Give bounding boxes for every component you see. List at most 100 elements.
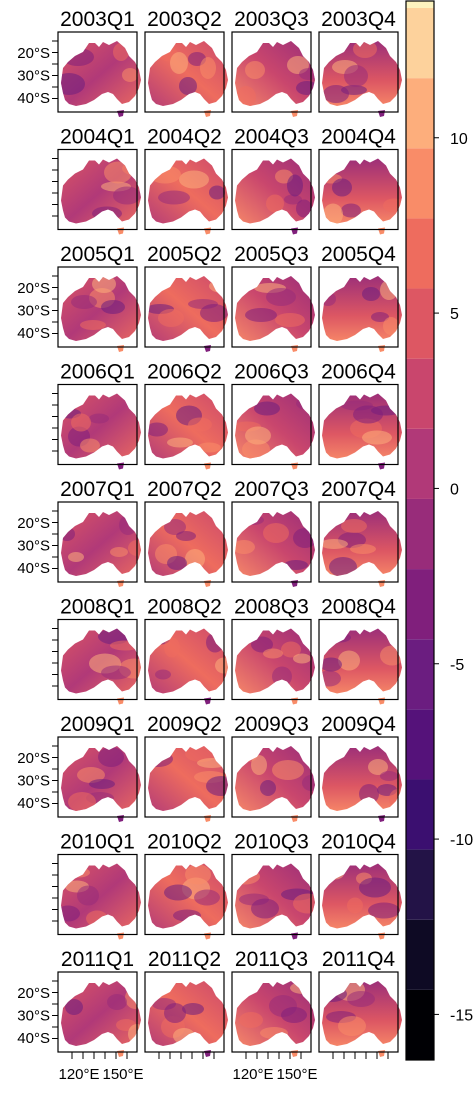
colorbar-label: 5 bbox=[450, 306, 459, 323]
panel-frame bbox=[231, 266, 312, 348]
colorbar-band bbox=[406, 779, 434, 850]
colorbar-band bbox=[406, 569, 434, 640]
panel-frame bbox=[318, 148, 399, 231]
australia-map bbox=[61, 393, 141, 470]
lon-label: 120°E bbox=[58, 1066, 99, 1083]
panel-title: 2011Q3 bbox=[235, 948, 308, 971]
australia-map bbox=[322, 511, 402, 587]
colorbar-band bbox=[406, 148, 434, 219]
panel-frame bbox=[231, 383, 312, 466]
lon-label: 150°E bbox=[102, 1066, 143, 1083]
colorbar-band bbox=[406, 989, 434, 1060]
lat-label: 40°S bbox=[17, 325, 50, 342]
panel-frame bbox=[57, 31, 138, 113]
tasmania bbox=[378, 345, 385, 352]
australia-map bbox=[61, 41, 141, 117]
tasmania bbox=[117, 815, 124, 822]
lat-label: 30°S bbox=[17, 68, 50, 85]
australia-map bbox=[322, 41, 402, 117]
lat-label: 20°S bbox=[17, 280, 50, 297]
panel-frame bbox=[231, 853, 312, 936]
australia-map bbox=[235, 276, 315, 352]
panel-title: 2006Q3 bbox=[234, 361, 309, 384]
tasmania bbox=[117, 932, 124, 940]
panel-title: 2010Q4 bbox=[321, 831, 396, 854]
tasmania bbox=[291, 227, 298, 235]
australia-map bbox=[148, 628, 228, 705]
panel-title: 2008Q1 bbox=[60, 596, 135, 619]
tasmania bbox=[117, 580, 124, 587]
map-panel: 2010Q4 bbox=[318, 831, 402, 940]
tasmania bbox=[291, 110, 298, 117]
australia-map bbox=[322, 393, 402, 470]
lon-label: 150°E bbox=[276, 1066, 317, 1083]
tasmania bbox=[204, 462, 211, 470]
panel-frame bbox=[318, 31, 399, 113]
map-panel: 2004Q2 bbox=[144, 126, 228, 235]
tasmania bbox=[291, 1050, 298, 1057]
tasmania bbox=[204, 697, 211, 705]
panel-title: 2010Q3 bbox=[234, 831, 309, 854]
panel-title: 2004Q2 bbox=[147, 126, 222, 149]
map-panel-grid: 2003Q1 20°S 30°S 40°S 2003Q2 2003Q3 2003Q4 2004… bbox=[17, 8, 402, 1083]
map-panel: 2004Q4 bbox=[318, 126, 402, 235]
panel-title: 2006Q4 bbox=[321, 361, 396, 384]
lat-label: 30°S bbox=[17, 303, 50, 320]
panel-title: 2005Q2 bbox=[147, 243, 222, 266]
panel-frame bbox=[318, 736, 399, 818]
tasmania bbox=[291, 932, 298, 940]
panel-frame bbox=[57, 383, 138, 466]
australia-map bbox=[322, 158, 402, 235]
panel-title: 2005Q4 bbox=[321, 243, 396, 266]
map-panel: 2003Q1 20°S 30°S 40°S bbox=[17, 8, 141, 117]
australia-map bbox=[61, 511, 141, 587]
map-panel: 2008Q3 bbox=[231, 596, 315, 705]
tasmania bbox=[378, 462, 385, 470]
tasmania bbox=[378, 815, 385, 822]
panel-frame bbox=[144, 31, 225, 113]
tasmania bbox=[204, 227, 211, 235]
colorbar-band bbox=[406, 709, 434, 780]
panel-frame bbox=[231, 618, 312, 701]
colorbar-label: 10 bbox=[450, 131, 468, 148]
tasmania bbox=[204, 932, 211, 940]
map-panel: 2009Q1 20°S 30°S 40°S bbox=[17, 713, 141, 822]
panel-frame bbox=[231, 501, 312, 583]
panel-title: 2003Q3 bbox=[234, 8, 309, 31]
panel-title: 2011Q4 bbox=[322, 948, 395, 971]
panel-title: 2008Q4 bbox=[321, 596, 396, 619]
tasmania bbox=[117, 227, 124, 235]
panel-frame bbox=[57, 736, 138, 818]
tasmania bbox=[204, 345, 211, 352]
tasmania bbox=[291, 815, 298, 822]
lat-label: 30°S bbox=[17, 538, 50, 555]
tasmania bbox=[117, 462, 124, 470]
map-panel: 2004Q3 bbox=[231, 126, 315, 235]
colorbar: 10 5 0 -5 -10 -15 bbox=[405, 0, 473, 1061]
australia-map bbox=[235, 863, 315, 940]
colorbar-band bbox=[406, 639, 434, 710]
map-panel: 2003Q2 bbox=[144, 8, 228, 117]
map-panel: 2007Q2 bbox=[144, 478, 228, 587]
colorbar-frame bbox=[405, 0, 435, 1061]
australia-map bbox=[148, 276, 228, 352]
map-panel: 2008Q4 bbox=[318, 596, 402, 705]
tasmania bbox=[378, 932, 385, 940]
panel-title: 2009Q2 bbox=[147, 713, 222, 736]
panel-frame bbox=[318, 618, 399, 701]
map-panel: 2006Q1 bbox=[52, 361, 141, 470]
panel-title: 2004Q1 bbox=[60, 126, 135, 149]
map-panel: 2003Q4 bbox=[318, 8, 402, 117]
australia-map bbox=[235, 746, 315, 822]
map-panel: 2011Q3 120°E 150°E bbox=[231, 948, 318, 1083]
map-panel: 2011Q2 bbox=[144, 948, 228, 1059]
australia-map bbox=[235, 511, 315, 587]
lon-label: 120°E bbox=[232, 1066, 273, 1083]
map-panel: 2006Q2 bbox=[144, 361, 228, 470]
colorbar-band bbox=[406, 8, 434, 79]
map-panel: 2007Q4 bbox=[318, 478, 402, 587]
tasmania bbox=[378, 227, 385, 235]
map-panel: 2006Q4 bbox=[318, 361, 402, 470]
colorbar-label: -10 bbox=[450, 832, 473, 849]
australia-map bbox=[322, 863, 402, 940]
